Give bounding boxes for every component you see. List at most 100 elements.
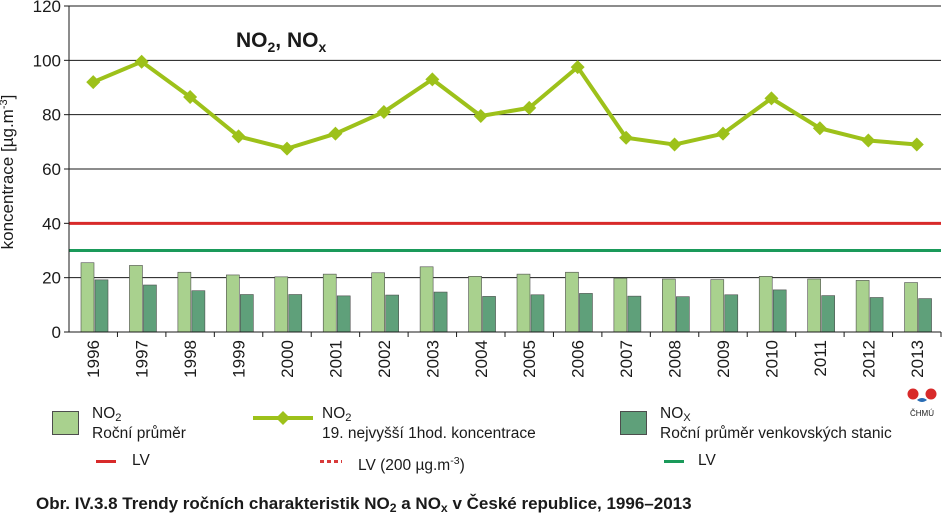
bar: [482, 296, 496, 333]
bar: [385, 294, 399, 333]
legend-no2-desc: Roční průměr: [92, 425, 186, 442]
legend-line-label: NO2: [322, 405, 352, 424]
limit-lines: [69, 221, 941, 252]
bar: [676, 296, 690, 333]
bar: [322, 273, 337, 333]
line-series: [86, 54, 924, 156]
bar: [710, 279, 725, 333]
legend-lv2-label: LV (200 µg.m-3): [358, 455, 465, 475]
line-point: [134, 54, 149, 69]
bar: [226, 274, 240, 333]
x-tick-label: 1999: [230, 340, 249, 378]
bar: [918, 298, 932, 333]
line-point: [812, 121, 827, 136]
bar: [904, 282, 918, 333]
bar: [758, 276, 773, 333]
x-tick-label: 2010: [762, 340, 781, 378]
line-point: [667, 137, 682, 152]
bar: [80, 262, 95, 333]
legend-no2-label: NO2: [92, 405, 122, 424]
legend-lv-green-line: [664, 460, 684, 463]
bar: [579, 293, 593, 333]
line-point: [328, 126, 343, 141]
y-tick-label: 20: [42, 269, 61, 288]
x-tick-label: 1997: [133, 340, 152, 378]
bar: [129, 265, 143, 333]
line-point: [425, 72, 440, 87]
legend-nox-label: NOX: [660, 405, 691, 424]
bar: [371, 272, 385, 333]
y-tick-label: 60: [42, 160, 61, 179]
y-tick-label: 100: [33, 51, 61, 70]
legend-lv3-label: LV: [698, 452, 716, 469]
x-tick-label: 2004: [472, 340, 491, 378]
x-tick-label: 2012: [859, 340, 878, 378]
legend-nox-desc: Roční průměr venkovských stanic: [660, 425, 892, 442]
y-tick-label: 40: [42, 214, 61, 233]
diamond-marker-icon: [276, 411, 290, 425]
bar: [530, 294, 545, 333]
legend-lv-red-line: [96, 460, 116, 463]
x-tick-label: 2009: [714, 340, 733, 378]
x-tick-label: 2002: [375, 340, 394, 378]
x-tick-label: 2008: [666, 340, 685, 378]
line-point: [570, 60, 585, 75]
x-tick-label: 2006: [569, 340, 588, 378]
legend-line-marker: [253, 411, 313, 425]
line-point: [280, 141, 294, 156]
bar: [772, 289, 787, 333]
line-point: [86, 75, 101, 90]
bar: [191, 290, 206, 333]
y-axis-label: koncentrace [µg.m-3]: [0, 95, 17, 250]
x-tick-label: 2001: [326, 340, 345, 378]
line-point: [522, 100, 537, 115]
bar: [807, 278, 821, 333]
x-tick-label: 2003: [423, 340, 442, 378]
x-tick-label: 2013: [908, 340, 927, 378]
line-point: [909, 137, 924, 152]
bar: [94, 279, 109, 333]
legend-swatch-nox-bar: [620, 411, 647, 435]
bar: [274, 276, 289, 333]
bar: [613, 277, 628, 333]
line-point: [183, 90, 198, 105]
bar-series: [80, 262, 932, 333]
x-tick-label: 1998: [181, 340, 200, 378]
figure-caption: Obr. IV.3.8 Trendy ročních charakteristi…: [36, 494, 692, 516]
x-tick-label: 2005: [520, 340, 539, 378]
chart: 0 20 40 60 80 100 120 1996 1997 1998 1999 2000 2001 2…: [0, 0, 942, 378]
bar: [288, 294, 303, 333]
legend-lv-dotted-line: [320, 460, 342, 463]
bar: [821, 295, 835, 333]
chart-title: NO2, NOx: [236, 29, 326, 55]
line-point: [473, 109, 488, 124]
chmu-logo: ČHMÚ: [907, 388, 937, 418]
bar: [240, 294, 254, 333]
line-point: [231, 129, 246, 144]
bar: [468, 276, 482, 333]
x-tick-label: 2000: [278, 340, 297, 378]
line-point: [376, 104, 391, 119]
line-point: [619, 130, 634, 145]
line-point: [861, 133, 876, 148]
bar: [177, 271, 192, 333]
y-tick-label: 0: [52, 323, 61, 342]
bar: [336, 295, 351, 333]
series-line: [92, 59, 917, 151]
line-point: [716, 126, 730, 141]
bar: [662, 278, 676, 333]
bar: [724, 294, 739, 333]
y-tick-label: 80: [42, 106, 61, 125]
x-tick-label: 1996: [84, 340, 103, 378]
bar: [627, 295, 642, 333]
line-point: [764, 91, 779, 106]
y-tick-label: 120: [33, 0, 61, 16]
logo-text: ČHMÚ: [910, 409, 934, 418]
x-tick-label: 2007: [617, 340, 636, 378]
axes: 0 20 40 60 80 100 120 1996 1997 1998 1999 2000 2001 2…: [33, 0, 942, 378]
bar: [419, 266, 434, 333]
legend-swatch-no2-bar: [52, 411, 79, 435]
bar: [516, 273, 531, 333]
bar: [869, 297, 884, 333]
x-tick-label: 2011: [811, 340, 830, 377]
